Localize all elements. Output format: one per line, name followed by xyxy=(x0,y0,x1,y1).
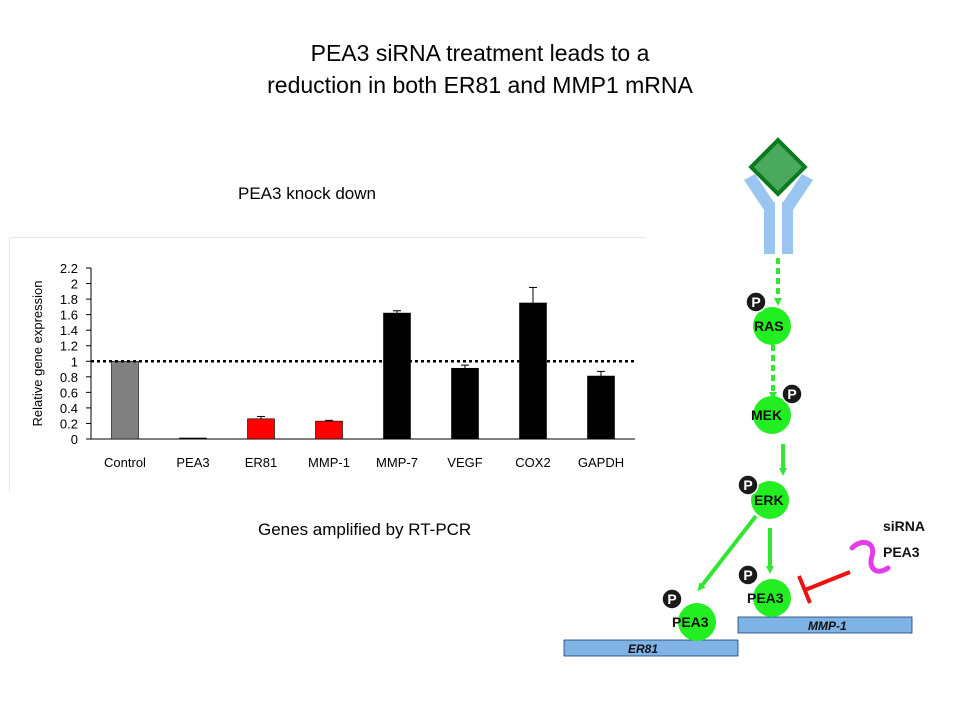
node-mek: MEK P xyxy=(751,383,803,434)
phospho-badge xyxy=(661,588,683,610)
gene-mmp1-label: MMP-1 xyxy=(808,619,847,633)
phospho-label: P xyxy=(667,591,676,607)
node-ras: RAS P xyxy=(745,291,791,345)
chart-caption: PEA3 knock down xyxy=(238,184,376,203)
node-pea3-mmp1-label: PEA3 xyxy=(747,590,784,606)
node-pea3-mmp1: PEA3 P xyxy=(737,564,791,617)
y-tick-label: 0.6 xyxy=(60,385,78,400)
bar-mmp-7 xyxy=(383,312,411,440)
y-tick-label: 1.4 xyxy=(60,323,78,338)
bar-pea3 xyxy=(179,437,207,440)
node-pea3-er81-label: PEA3 xyxy=(672,614,709,630)
y-tick-label: 1 xyxy=(71,354,78,369)
node-erk-label: ERK xyxy=(754,492,784,508)
gene-mmp1: MMP-1 xyxy=(737,616,913,634)
phospho-badge xyxy=(737,474,759,496)
gene-er81-label: ER81 xyxy=(628,642,658,656)
x-tick-label: MMP-7 xyxy=(376,455,418,470)
receptor-icon xyxy=(744,174,813,254)
y-tick-label: 2 xyxy=(71,277,78,292)
y-tick-label: 1.8 xyxy=(60,292,78,307)
node-erk: ERK P xyxy=(737,474,789,519)
x-tick-label: PEA3 xyxy=(176,455,209,470)
x-tick-label: GAPDH xyxy=(578,455,624,470)
sirna-squiggle-icon xyxy=(849,539,891,574)
bar-control xyxy=(111,360,139,440)
y-tick-label: 0 xyxy=(71,432,78,447)
phospho-label: P xyxy=(743,477,752,493)
y-tick-label: 0.2 xyxy=(60,416,78,431)
slide-title-line-2: reduction in both ER81 and MMP1 mRNA xyxy=(267,72,693,98)
node-pea3-er81: PEA3 P xyxy=(661,588,716,641)
ligand-diamond-icon xyxy=(748,137,808,197)
sirna-label-line-1: siRNA xyxy=(883,518,925,534)
y-axis-label: Relative gene expression xyxy=(30,281,45,427)
bar-gapdh xyxy=(587,375,615,440)
x-tick-label: VEGF xyxy=(447,455,482,470)
x-tick-label: Control xyxy=(104,455,146,470)
phospho-label: P xyxy=(751,294,760,310)
y-tick-label: 1.2 xyxy=(60,339,78,354)
y-tick-label: 0.8 xyxy=(60,370,78,385)
x-tick-label: ER81 xyxy=(245,455,278,470)
y-tick-label: 2.2 xyxy=(60,261,78,276)
bar-cox2 xyxy=(519,302,547,440)
phospho-label: P xyxy=(743,567,752,583)
bar-chart-panel: 0 0.2 0.4 0.6 0.8 1 1.2 1.4 1.6 1.8 2 2.2 Relative g… xyxy=(10,238,646,492)
phospho-badge xyxy=(745,291,767,313)
x-tick-label: MMP-1 xyxy=(308,455,350,470)
bar-mmp-1 xyxy=(315,420,343,440)
gene-er81: ER81 xyxy=(563,639,739,657)
bar-chart: 00.20.40.60.811.21.41.61.822.2 Relative g… xyxy=(30,261,635,470)
sirna-label-line-2: PEA3 xyxy=(883,544,920,560)
arrow-erk-to-pea3-er81 xyxy=(697,514,758,592)
genes-caption: Genes amplified by RT-PCR xyxy=(258,520,472,539)
node-ras-label: RAS xyxy=(754,318,784,334)
phospho-badge xyxy=(781,383,803,405)
node-mek-label: MEK xyxy=(751,407,782,423)
y-tick-label: 0.4 xyxy=(60,401,78,416)
phospho-badge xyxy=(737,564,759,586)
slide-title-line-1: PEA3 siRNA treatment leads to a xyxy=(310,40,650,66)
x-tick-label: COX2 xyxy=(515,455,550,470)
inhibition-symbol xyxy=(797,570,851,604)
phospho-label: P xyxy=(787,386,796,402)
y-tick-label: 1.6 xyxy=(60,308,78,323)
